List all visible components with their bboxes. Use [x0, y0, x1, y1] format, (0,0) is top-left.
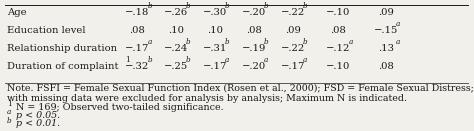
- Text: −.31: −.31: [202, 44, 227, 53]
- Text: −.12: −.12: [326, 44, 350, 53]
- Text: .09: .09: [285, 26, 301, 35]
- Text: .08: .08: [378, 62, 393, 71]
- Text: .08: .08: [246, 26, 262, 35]
- Text: .10: .10: [207, 26, 223, 35]
- Text: a: a: [396, 38, 400, 46]
- Text: −.17: −.17: [202, 62, 227, 71]
- Text: −.24: −.24: [164, 44, 188, 53]
- Text: b: b: [186, 2, 191, 10]
- Text: b: b: [147, 2, 152, 10]
- Text: Education level: Education level: [7, 26, 86, 35]
- Text: −.20: −.20: [242, 62, 266, 71]
- Text: b: b: [225, 38, 229, 46]
- Text: N = 169; Observed two-tailed significance.: N = 169; Observed two-tailed significanc…: [13, 103, 223, 112]
- Text: b: b: [186, 56, 191, 64]
- Text: .09: .09: [378, 8, 393, 17]
- Text: −.26: −.26: [164, 8, 188, 17]
- Text: −.17: −.17: [281, 62, 305, 71]
- Text: .13: .13: [378, 44, 393, 53]
- Text: p < 0.01.: p < 0.01.: [13, 119, 60, 129]
- Text: −.22: −.22: [281, 8, 305, 17]
- Text: .10: .10: [168, 26, 184, 35]
- Text: −.30: −.30: [202, 8, 227, 17]
- Text: with missing data were excluded for analysis by analysis; Maximum N is indicated: with missing data were excluded for anal…: [7, 94, 407, 103]
- Text: −.19: −.19: [242, 44, 266, 53]
- Text: −.32: −.32: [125, 62, 149, 71]
- Text: a: a: [264, 56, 268, 64]
- Text: −.22: −.22: [281, 44, 305, 53]
- Text: b: b: [303, 2, 308, 10]
- Text: −.10: −.10: [326, 62, 350, 71]
- Text: −.15: −.15: [374, 26, 398, 35]
- Text: a: a: [225, 56, 229, 64]
- Text: b: b: [186, 38, 191, 46]
- Text: .08: .08: [129, 26, 145, 35]
- Text: 1: 1: [7, 100, 12, 108]
- Text: b: b: [7, 117, 12, 125]
- Text: .08: .08: [330, 26, 346, 35]
- Text: b: b: [264, 2, 269, 10]
- Text: Age: Age: [7, 8, 27, 17]
- Text: b: b: [303, 38, 308, 46]
- Text: −.25: −.25: [164, 62, 188, 71]
- Text: a: a: [348, 38, 353, 46]
- Text: a: a: [147, 38, 152, 46]
- Text: 1: 1: [126, 56, 130, 64]
- Text: −.10: −.10: [326, 8, 350, 17]
- Text: −.20: −.20: [242, 8, 266, 17]
- Text: b: b: [264, 38, 269, 46]
- Text: a: a: [303, 56, 307, 64]
- Text: Relationship duration: Relationship duration: [7, 44, 117, 53]
- Text: Duration of complaint: Duration of complaint: [7, 62, 118, 71]
- Text: −.18: −.18: [125, 8, 149, 17]
- Text: p < 0.05.: p < 0.05.: [13, 111, 60, 120]
- Text: a: a: [7, 108, 11, 116]
- Text: −.17: −.17: [125, 44, 149, 53]
- Text: b: b: [147, 56, 152, 64]
- Text: Note. FSFI = Female Sexual Function Index (Rosen et al., 2000); FSD = Female Sex: Note. FSFI = Female Sexual Function Inde…: [7, 84, 474, 92]
- Text: a: a: [396, 20, 400, 28]
- Text: b: b: [225, 2, 229, 10]
